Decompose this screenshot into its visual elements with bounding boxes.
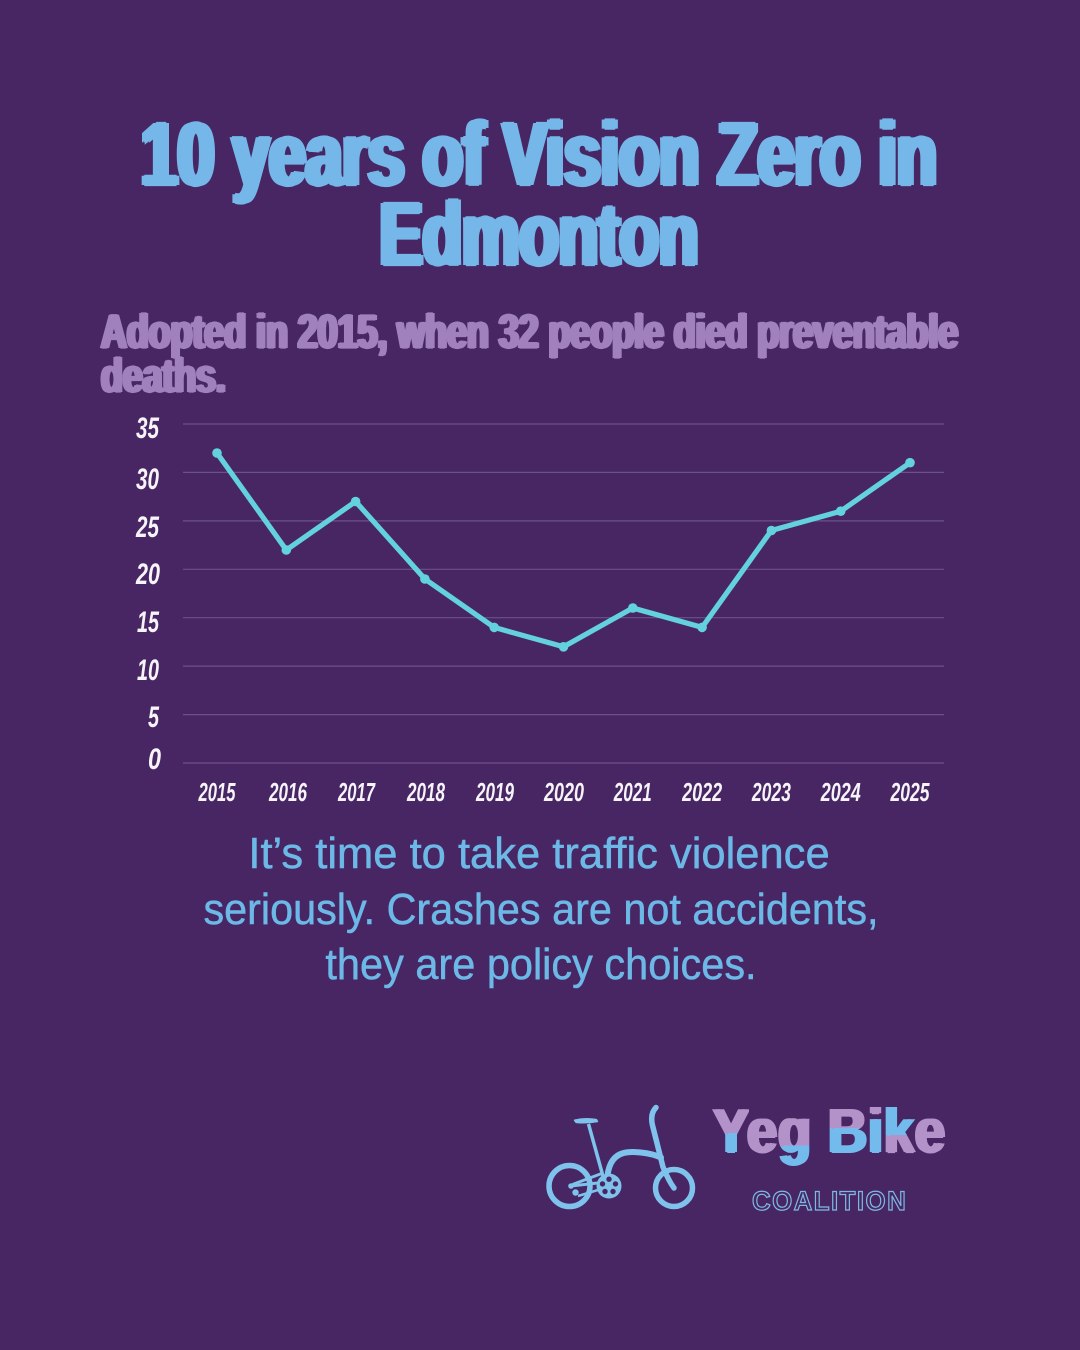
svg-text:2025: 2025 — [890, 777, 930, 807]
svg-text:20: 20 — [135, 558, 160, 591]
svg-text:2016: 2016 — [268, 777, 307, 807]
svg-text:2015: 2015 — [198, 777, 236, 807]
svg-text:2017: 2017 — [337, 777, 376, 807]
svg-text:2020: 2020 — [543, 777, 584, 807]
svg-text:10: 10 — [137, 654, 159, 687]
svg-text:35: 35 — [136, 412, 160, 445]
svg-text:2024: 2024 — [820, 777, 861, 807]
svg-text:2018: 2018 — [406, 777, 445, 807]
svg-text:2021: 2021 — [613, 777, 652, 807]
svg-text:25: 25 — [135, 511, 160, 544]
svg-text:2023: 2023 — [751, 777, 791, 807]
svg-text:15: 15 — [137, 606, 160, 639]
svg-text:2019: 2019 — [475, 777, 514, 807]
svg-text:2022: 2022 — [681, 777, 722, 807]
svg-text:5: 5 — [148, 701, 160, 734]
svg-text:30: 30 — [136, 463, 159, 496]
svg-text:0: 0 — [148, 743, 161, 776]
